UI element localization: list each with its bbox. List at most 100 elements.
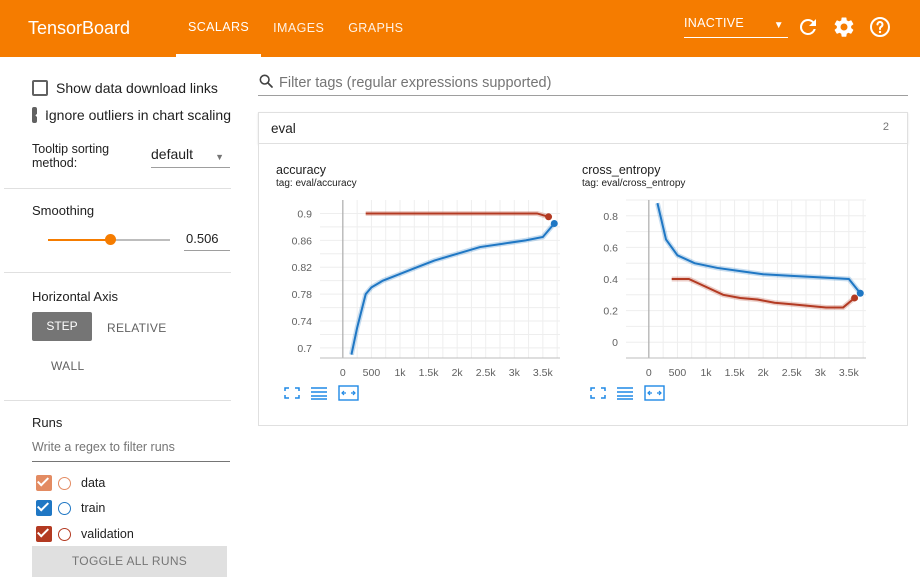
group-body [258, 144, 908, 426]
x-tick-label: 1.5k [725, 367, 746, 379]
run-checkbox-data[interactable] [36, 475, 52, 491]
x-tick-label: 3k [509, 367, 521, 379]
divider [4, 272, 231, 273]
x-tick-label: 1k [700, 367, 712, 379]
x-tick-label: 2k [758, 367, 770, 379]
y-tick-label: 0.6 [603, 242, 618, 254]
series-line-train [656, 202, 862, 294]
accuracy-chart[interactable]: 0.7 0.74 0.78 0.82 0.86 0.9 0 500 1k 1.5k 2k 2.5k 3k… [270, 195, 570, 380]
runs-label: Runs [32, 415, 63, 430]
series-endpoint-train [856, 289, 864, 297]
x-tick-label: 0 [646, 367, 652, 379]
show-download-label: Show data download links [56, 80, 218, 96]
tooltip-label-line2: method: [32, 156, 78, 170]
tab-scalars[interactable]: SCALARS [176, 0, 262, 57]
run-color-circle [58, 527, 71, 541]
run-color-circle [58, 501, 71, 515]
tab-graphs[interactable]: GRAPHS [348, 21, 404, 35]
fullscreen-icon[interactable] [283, 386, 301, 400]
run-state-value: INACTIVE [684, 16, 745, 30]
top-bar: TensorBoard SCALARS IMAGES GRAPHS INACTI… [0, 0, 920, 57]
run-row-data[interactable]: data [36, 475, 105, 491]
gear-icon[interactable] [832, 15, 856, 39]
x-tick-label: 3.5k [533, 367, 554, 379]
x-tick-label: 2.5k [476, 367, 497, 379]
smoothing-label: Smoothing [32, 203, 95, 218]
horizontal-axis-label: Horizontal Axis [32, 289, 118, 304]
group-title: eval [271, 121, 296, 136]
y-tick-label: 0 [612, 337, 618, 349]
run-row-train[interactable]: train [36, 500, 105, 516]
run-row-validation[interactable]: validation [36, 526, 134, 542]
group-header-eval[interactable]: eval 2 [258, 112, 908, 144]
step-button[interactable]: STEP [32, 312, 92, 341]
series-line-validation [365, 212, 549, 218]
refresh-icon[interactable] [796, 15, 820, 39]
tooltip-sorting-select[interactable]: default ▼ [151, 146, 230, 168]
fullscreen-icon[interactable] [589, 386, 607, 400]
search-icon [259, 74, 273, 88]
cross-entropy-chart[interactable]: 0 0.2 0.4 0.6 0.8 0 500 1k 1.5k 2k 2.5k 3k 3.5k [576, 195, 876, 380]
ignore-outliers-checkbox[interactable]: Ignore outliers in chart scaling [32, 107, 231, 123]
checkbox-box-checked[interactable] [32, 107, 37, 123]
tag-filter-placeholder: Filter tags (regular expressions support… [279, 75, 552, 91]
smoothing-slider[interactable] [48, 234, 170, 245]
x-tick-label: 2k [452, 367, 464, 379]
x-tick-label: 500 [669, 367, 687, 379]
x-tick-label: 1k [394, 367, 406, 379]
card-title-cross-entropy: cross_entropy [582, 163, 661, 177]
data-table-icon[interactable] [310, 386, 328, 400]
x-tick-label: 1.5k [419, 367, 440, 379]
ignore-outliers-label: Ignore outliers in chart scaling [45, 107, 231, 123]
fit-domain-icon[interactable] [644, 385, 665, 401]
series-raw-train [348, 221, 557, 356]
y-tick-label: 0.86 [292, 235, 313, 247]
y-tick-label: 0.7 [297, 343, 312, 355]
wall-button[interactable]: WALL [51, 359, 85, 373]
divider [4, 188, 231, 189]
smoothing-slider-fill [48, 239, 110, 241]
tab-images[interactable]: IMAGES [273, 21, 325, 35]
y-tick-label: 0.74 [292, 316, 313, 328]
relative-button[interactable]: RELATIVE [107, 321, 167, 335]
help-icon[interactable] [868, 15, 892, 39]
series-line-train [350, 222, 556, 355]
tooltip-sorting-label: Tooltip sorting method: [32, 142, 109, 170]
card-tag-accuracy: tag: eval/accuracy [276, 178, 357, 189]
show-download-checkbox[interactable]: Show data download links [32, 80, 218, 96]
series-endpoint-validation [851, 294, 859, 302]
tag-filter-input[interactable]: Filter tags (regular expressions support… [258, 70, 908, 96]
chart-grid [320, 200, 560, 358]
card-tag-cross-entropy: tag: eval/cross_entropy [582, 178, 686, 189]
chevron-down-icon: ▼ [215, 152, 224, 162]
chart-grid [626, 199, 866, 358]
run-checkbox-train[interactable] [36, 500, 52, 516]
x-tick-label: 3.5k [839, 367, 860, 379]
y-tick-label: 0.78 [292, 289, 313, 301]
run-state-dropdown[interactable]: INACTIVE ▼ [684, 16, 788, 38]
y-tick-label: 0.4 [603, 274, 618, 286]
series-line-validation [671, 278, 856, 309]
run-checkbox-validation[interactable] [36, 526, 52, 542]
y-tick-label: 0.8 [603, 211, 618, 223]
smoothing-slider-thumb[interactable] [104, 234, 116, 245]
fit-domain-icon[interactable] [338, 385, 359, 401]
series-endpoint-validation [545, 213, 553, 221]
series-endpoint-train [550, 220, 558, 228]
toggle-all-runs-button[interactable]: TOGGLE ALL RUNS [32, 546, 227, 577]
run-label-train: train [81, 501, 106, 515]
y-tick-label: 0.82 [292, 262, 313, 274]
y-tick-label: 0.9 [297, 208, 312, 220]
tab-bar: SCALARS IMAGES GRAPHS [176, 0, 415, 57]
runs-filter-input[interactable]: Write a regex to filter runs [32, 440, 230, 462]
x-tick-label: 0 [340, 367, 346, 379]
smoothing-value-input[interactable]: 0.506 [184, 231, 230, 251]
run-label-validation: validation [81, 527, 134, 541]
chevron-down-icon: ▼ [773, 20, 784, 31]
sidebar: Show data download links Ignore outliers… [4, 57, 231, 582]
x-tick-label: 2.5k [782, 367, 803, 379]
data-table-icon[interactable] [616, 386, 634, 400]
tooltip-label-line1: Tooltip sorting [32, 142, 110, 156]
x-tick-label: 3k [815, 367, 827, 379]
checkbox-box[interactable] [32, 80, 48, 96]
